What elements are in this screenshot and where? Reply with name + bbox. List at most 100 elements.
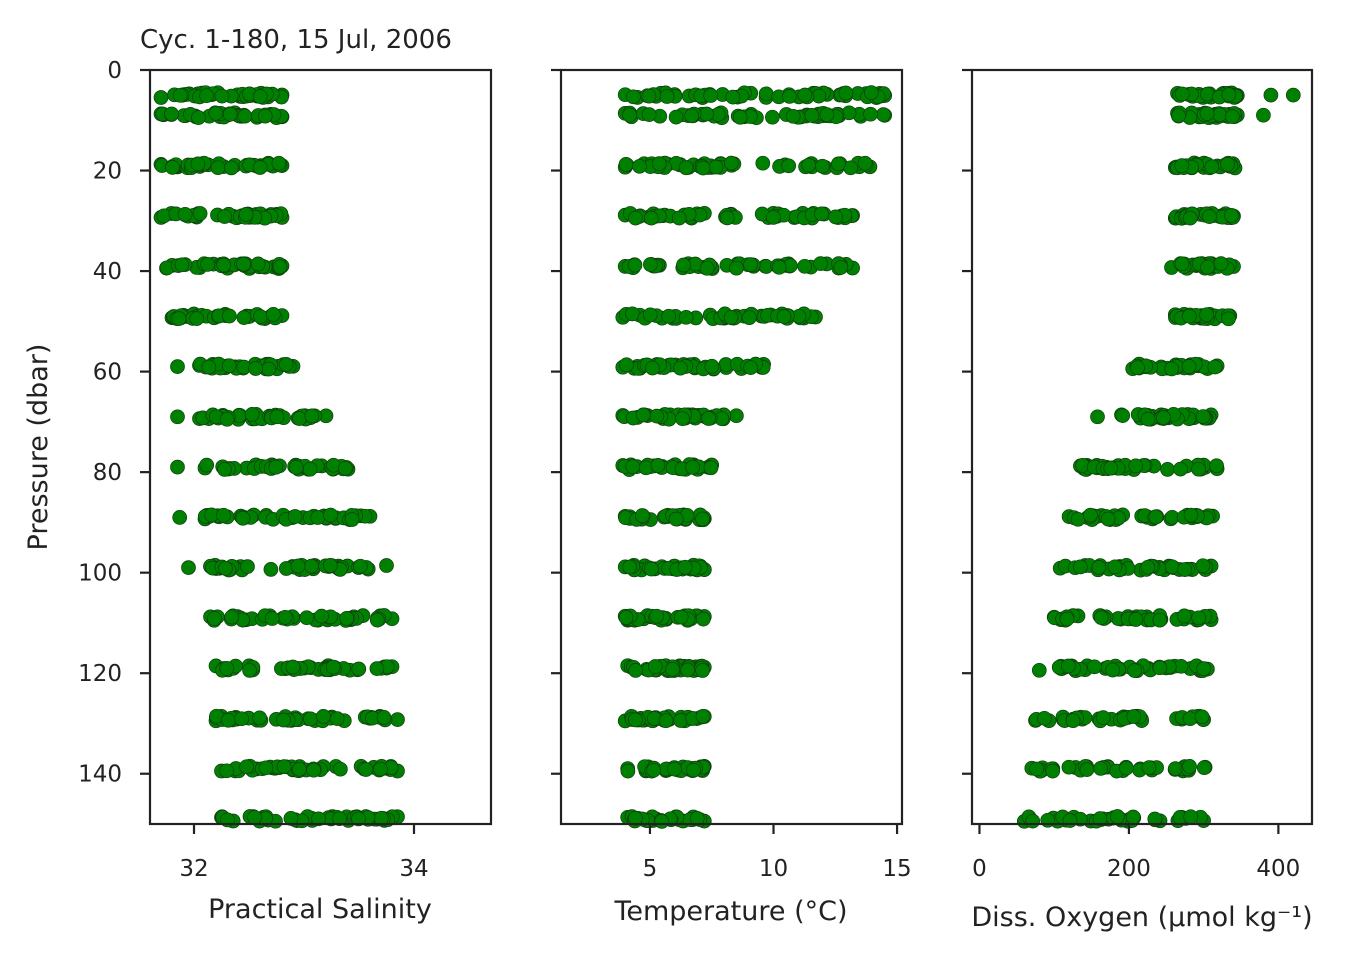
data-point xyxy=(765,109,780,125)
data-point xyxy=(1059,611,1075,627)
data-point xyxy=(221,358,237,374)
data-point xyxy=(218,561,233,576)
data-point xyxy=(619,357,634,373)
y-tick-label: 100 xyxy=(78,561,122,587)
data-point xyxy=(622,107,637,123)
salinity-panel: 32 34 0 20 40 60 80 100 120 140 xyxy=(78,58,493,882)
data-point xyxy=(1110,809,1125,824)
data-point xyxy=(210,160,226,176)
data-point xyxy=(651,156,667,171)
data-point xyxy=(1105,662,1121,678)
figure-title: Cyc. 1-180, 15 Jul, 2006 xyxy=(140,25,452,55)
data-point xyxy=(323,507,338,523)
data-point xyxy=(620,763,636,779)
data-point xyxy=(217,209,232,224)
data-point xyxy=(649,408,665,424)
data-point xyxy=(863,106,878,122)
data-point xyxy=(741,310,757,326)
data-point xyxy=(695,611,711,627)
data-point xyxy=(626,89,641,105)
data-point xyxy=(1156,410,1171,425)
y-tick-label: 60 xyxy=(93,360,122,386)
data-point xyxy=(263,562,279,577)
data-point xyxy=(646,762,661,778)
data-point xyxy=(743,257,758,272)
data-point xyxy=(678,309,694,325)
data-point xyxy=(351,811,366,827)
data-point xyxy=(1100,511,1116,527)
data-point xyxy=(668,511,684,527)
data-point xyxy=(314,608,329,624)
data-point xyxy=(333,761,348,777)
data-point xyxy=(1200,259,1215,275)
data-point xyxy=(265,307,281,322)
data-point xyxy=(658,713,674,729)
data-point xyxy=(1040,812,1056,828)
temperature-panel: 5 10 15 xyxy=(551,68,912,882)
data-point xyxy=(236,310,252,325)
data-point xyxy=(1140,411,1156,427)
data-point xyxy=(689,811,705,826)
data-point xyxy=(641,88,657,104)
data-point xyxy=(695,708,711,724)
data-point xyxy=(695,160,711,176)
data-point xyxy=(1115,408,1131,423)
data-point xyxy=(673,360,688,376)
data-point xyxy=(224,609,240,625)
data-point xyxy=(316,709,331,724)
data-point xyxy=(628,210,643,226)
data-point xyxy=(240,559,255,574)
data-point xyxy=(1173,461,1188,477)
data-point xyxy=(174,257,190,273)
data-point xyxy=(628,663,643,678)
data-point xyxy=(1209,458,1224,474)
data-point xyxy=(1073,559,1088,575)
data-point xyxy=(253,309,268,324)
x-tick-label: 10 xyxy=(759,856,788,882)
data-point xyxy=(268,459,284,475)
data-point xyxy=(277,609,293,625)
data-point-outlier xyxy=(181,560,196,575)
x-tick-label: 15 xyxy=(882,856,911,882)
axes-frame xyxy=(559,68,904,826)
data-point xyxy=(153,90,169,105)
data-point xyxy=(247,810,262,825)
data-point xyxy=(1221,87,1237,102)
data-point xyxy=(1207,359,1223,375)
data-point xyxy=(1213,256,1229,271)
data-point xyxy=(732,109,748,125)
data-point xyxy=(329,711,345,726)
data-point-outlier xyxy=(170,359,185,374)
data-point xyxy=(1119,760,1134,776)
data-point xyxy=(649,608,665,624)
data-point xyxy=(671,210,687,226)
data-point xyxy=(628,810,643,826)
data-point xyxy=(701,411,716,426)
data-point xyxy=(1196,760,1212,776)
data-point xyxy=(1194,709,1210,725)
data-point xyxy=(252,89,268,104)
data-point xyxy=(1182,759,1197,774)
data-point xyxy=(729,408,744,424)
data-point xyxy=(814,206,829,222)
data-point xyxy=(219,660,235,676)
data-point xyxy=(353,558,368,574)
data-point xyxy=(344,512,360,527)
data-point xyxy=(222,308,237,324)
data-point xyxy=(190,156,206,172)
data-point xyxy=(743,360,759,375)
data-point xyxy=(785,108,801,124)
data-point xyxy=(678,160,694,176)
data-point xyxy=(632,158,647,174)
data-point xyxy=(264,611,280,626)
data-point-outlier xyxy=(1256,107,1271,123)
data-point xyxy=(1174,256,1190,272)
data-point xyxy=(1126,709,1142,724)
data-point xyxy=(219,411,235,427)
data-point xyxy=(1152,612,1168,628)
data-point xyxy=(261,361,277,377)
data-point xyxy=(695,511,710,527)
oxygen-panel: 0 200 400 xyxy=(962,68,1314,882)
data-point xyxy=(1200,86,1215,102)
data-point xyxy=(1181,308,1197,324)
